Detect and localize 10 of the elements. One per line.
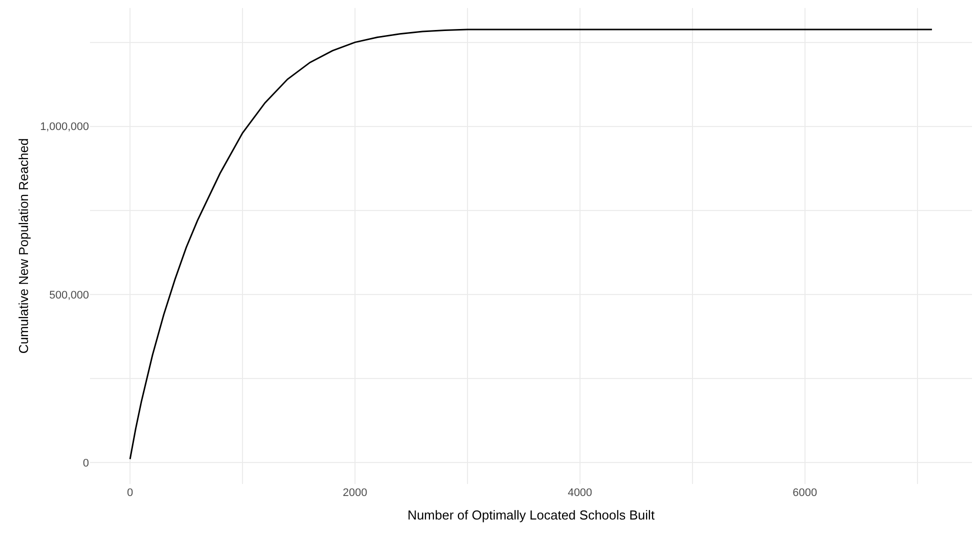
x-tick-label: 2000	[342, 487, 368, 499]
x-axis-title: Number of Optimally Located Schools Built	[407, 508, 655, 523]
x-tick-label: 6000	[792, 487, 818, 499]
y-axis-title: Cumulative New Population Reached	[16, 138, 32, 354]
x-tick-label: 4000	[568, 487, 592, 499]
y-tick-label: 0	[82, 457, 89, 470]
y-tick-label: 500,000	[49, 289, 89, 302]
y-tick-label: 1,000,000	[40, 121, 89, 134]
x-tick-label: 0	[126, 487, 134, 499]
line-series	[129, 28, 933, 460]
